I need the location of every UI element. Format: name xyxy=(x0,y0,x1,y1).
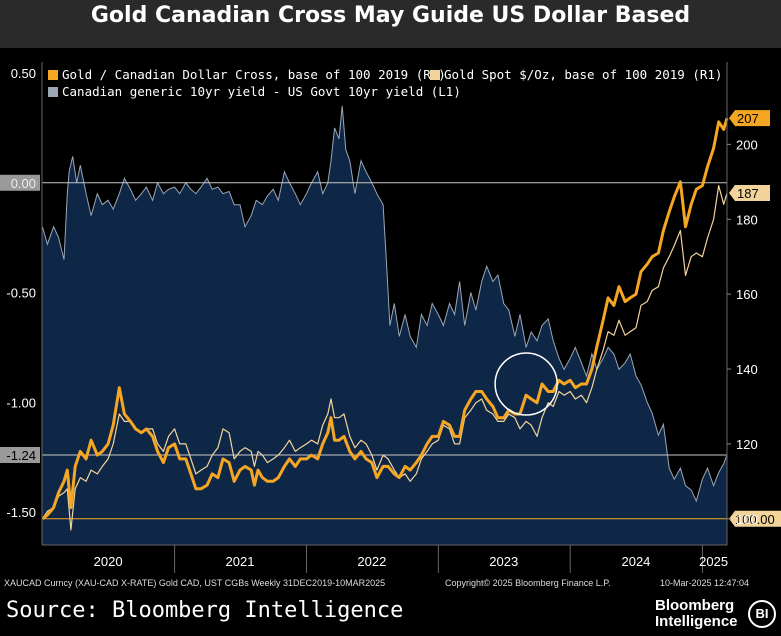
series-lines xyxy=(41,117,729,531)
legend-swatch-canadian-generic-10yr-yield-us-govt-10yr-yield-l1 xyxy=(48,87,58,97)
bloomberg-intelligence-brand: Bloomberg Intelligence xyxy=(655,598,738,630)
x-tick-label: 2021 xyxy=(226,554,255,569)
left-tick-label: 0.50 xyxy=(11,66,36,81)
right-tick-label: 160 xyxy=(736,287,758,302)
reference-label-box-0-00 xyxy=(0,174,40,191)
series-line-gold-spot-oz-base-of-100-2019-r1 xyxy=(41,185,728,531)
end-label-187: 187 xyxy=(737,186,759,201)
right-tick-label: 100 xyxy=(736,512,758,527)
legend-label-canadian-generic-10yr-yield-us-govt-10yr-yield-l1: Canadian generic 10yr yield - US Govt 10… xyxy=(62,84,461,99)
right-tick-label: 200 xyxy=(736,137,758,152)
x-tick-label: 2025 xyxy=(699,554,728,569)
reference-label-1-24: -1.24 xyxy=(6,448,36,463)
left-tick-label: -1.50 xyxy=(6,505,36,520)
chart-title: Gold Canadian Cross May Guide US Dollar … xyxy=(90,3,691,28)
series-line-canadian-generic-10yr-yield-us-govt-10yr-yield-l1 xyxy=(41,105,728,503)
footer-ticker: XAUCAD Curncy (XAU-CAD X-RATE) Gold CAD,… xyxy=(4,578,386,588)
reference-label-box-1-24 xyxy=(0,446,40,463)
brand-line-2: Intelligence xyxy=(655,613,738,630)
legend-swatch-gold-spot-oz-base-of-100-2019-r1 xyxy=(430,70,440,80)
x-tick-label: 2023 xyxy=(489,554,518,569)
bi-logo-icon: BI xyxy=(748,600,776,628)
legend: Gold / Canadian Dollar Cross, base of 10… xyxy=(48,67,722,99)
reference-label-box-100-00 xyxy=(729,510,781,527)
legend-label-gold-canadian-dollar-cross-base-of-100-2019-r1: Gold / Canadian Dollar Cross, base of 10… xyxy=(62,67,446,82)
footer-timestamp: 10-Mar-2025 12:47:04 xyxy=(660,578,750,588)
right-tick-label: 140 xyxy=(736,362,758,377)
yield-spread-area xyxy=(41,105,728,546)
end-label-box-187 xyxy=(729,185,770,202)
grid-layer xyxy=(42,182,727,520)
series-area-canadian-generic-10yr-yield-us-govt-10yr-yield-l1 xyxy=(42,105,727,546)
reference-label-100-00: 100.00 xyxy=(735,512,775,527)
title-bar xyxy=(0,0,781,48)
left-tick-label: 0.00 xyxy=(11,176,36,191)
source-text: Source: Bloomberg Intelligence xyxy=(6,598,404,623)
right-tick-label: 120 xyxy=(736,437,758,452)
brand-line-1: Bloomberg xyxy=(655,597,735,614)
end-label-207: 207 xyxy=(737,111,759,126)
left-tick-label: -1.00 xyxy=(6,395,36,410)
series-line-gold-canadian-dollar-cross-base-of-100-2019-r1 xyxy=(41,117,729,520)
reference-label-0-00: 0.00 xyxy=(11,176,36,191)
footer-copyright: Copyright© 2025 Bloomberg Finance L.P. xyxy=(445,578,611,588)
x-tick-label: 2020 xyxy=(94,554,123,569)
end-label-box-207 xyxy=(729,110,770,127)
x-tick-label: 2024 xyxy=(621,554,650,569)
legend-swatch-gold-canadian-dollar-cross-base-of-100-2019-r1 xyxy=(48,70,58,80)
footer-meta: XAUCAD Curncy (XAU-CAD X-RATE) Gold CAD,… xyxy=(0,578,781,592)
x-tick-label: 2022 xyxy=(357,554,386,569)
legend-label-gold-spot-oz-base-of-100-2019-r1: Gold Spot $/Oz, base of 100 2019 (R1) xyxy=(444,67,722,82)
right-tick-label: 180 xyxy=(736,212,758,227)
left-tick-label: -0.50 xyxy=(6,286,36,301)
annotation-circle xyxy=(494,352,558,416)
